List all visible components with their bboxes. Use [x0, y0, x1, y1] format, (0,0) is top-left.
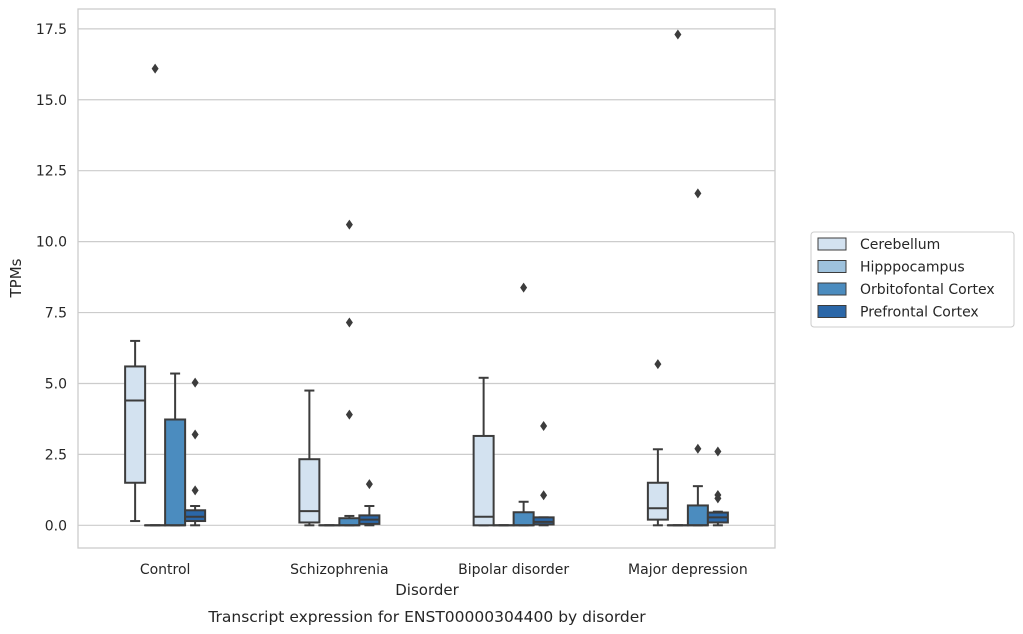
figure-caption: Transcript expression for ENST0000030440…	[207, 608, 646, 626]
box-cerebellum	[646, 359, 669, 527]
x-tick-label: Schizophrenia	[290, 562, 388, 578]
plot-frame	[77, 8, 776, 549]
box-cerebellum	[472, 376, 495, 527]
legend-swatch	[817, 237, 847, 251]
outlier-point	[714, 489, 722, 500]
x-tick-label: Major depression	[628, 562, 748, 578]
legend-label: Hipppocampus	[860, 260, 965, 276]
box-iqr	[124, 365, 147, 484]
x-tick-label: Control	[140, 562, 191, 578]
box-prefrontal-cortex	[706, 446, 729, 527]
outlier-point	[540, 490, 548, 501]
y-tick-label: 5.0	[45, 376, 67, 392]
x-tick-label: Bipolar disorder	[458, 562, 569, 578]
outlier-point	[191, 377, 199, 388]
outlier-point	[345, 409, 353, 420]
outlier-point	[520, 282, 528, 293]
outlier-point	[694, 188, 702, 199]
legend-swatch	[817, 282, 847, 296]
outlier-point	[540, 421, 548, 432]
box-iqr	[646, 481, 669, 521]
x-axis-label: Disorder	[395, 581, 459, 599]
y-tick-label: 17.5	[36, 22, 67, 38]
outlier-point	[674, 29, 682, 40]
box-iqr	[184, 509, 207, 523]
outlier-point	[654, 359, 662, 370]
legend-label: Prefrontal Cortex	[860, 305, 979, 321]
outlier-point	[694, 443, 702, 454]
box-prefrontal-cortex	[358, 479, 381, 527]
outlier-point	[345, 317, 353, 328]
box-hipppocampus	[666, 29, 689, 527]
box-orbitofontal-cortex	[164, 372, 187, 527]
box-plots	[124, 29, 729, 527]
outlier-point	[191, 429, 199, 440]
box-iqr	[472, 434, 495, 527]
legend-swatch	[817, 260, 847, 273]
box-prefrontal-cortex	[184, 377, 207, 527]
box-iqr	[164, 418, 187, 527]
x-tick-labels: Control Schizophrenia Bipolar disorder Majo…	[140, 562, 748, 578]
y-axis-label: TPMs	[7, 258, 25, 298]
outlier-point	[345, 219, 353, 230]
box-orbitofontal-cortex	[512, 282, 535, 527]
y-tick-label: 12.5	[36, 164, 67, 180]
y-tick-label: 15.0	[36, 93, 67, 109]
y-tick-label: 0.0	[45, 518, 67, 534]
legend-frame	[810, 231, 1015, 328]
outlier-point	[714, 446, 722, 457]
outlier-point	[151, 63, 159, 74]
outlier-point	[191, 485, 199, 496]
y-tick-label: 10.0	[36, 235, 67, 251]
y-tick-label: 2.5	[45, 447, 67, 463]
legend: Cerebellum Hipppocampus Orbitofontal Corte…	[810, 231, 1015, 328]
box-iqr	[512, 511, 535, 527]
y-tick-label: 7.5	[45, 306, 67, 322]
box-prefrontal-cortex	[532, 421, 555, 527]
legend-label: Cerebellum	[860, 237, 940, 253]
outlier-point	[365, 479, 373, 490]
legend-label: Orbitofontal Cortex	[860, 282, 995, 298]
box-orbitofontal-cortex	[686, 188, 709, 527]
box-orbitofontal-cortex	[338, 219, 361, 527]
box-iqr	[686, 504, 709, 527]
y-tick-labels: 0.0 2.5 5.0 7.5 10.0 12.5 15.0 17.5	[36, 22, 67, 534]
legend-swatch	[817, 305, 847, 318]
box-cerebellum	[124, 339, 147, 523]
box-cerebellum	[298, 389, 321, 527]
box-iqr	[298, 458, 321, 524]
box-iqr	[338, 517, 361, 527]
